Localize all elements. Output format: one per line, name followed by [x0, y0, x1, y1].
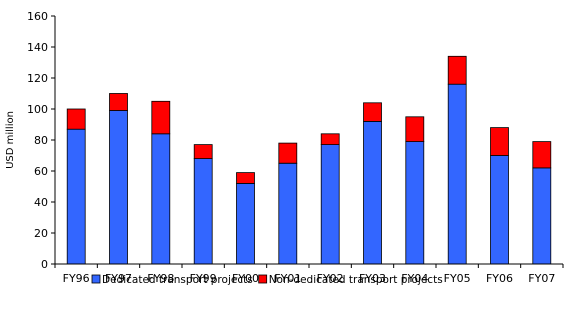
- y-tick-label: 60: [34, 165, 48, 178]
- x-tick-label: FY98: [147, 272, 174, 285]
- bar-FY97-series-2: [109, 93, 128, 111]
- y-tick-label: 160: [27, 10, 48, 23]
- y-axis: 0 20 40 60 80 100 120 140 160: [27, 10, 56, 271]
- x-tick-label: FY04: [401, 272, 428, 285]
- bar-FY98-series-2: [151, 100, 171, 135]
- bar-FY04-series-1: [405, 141, 425, 265]
- x-tick-label: FY96: [63, 272, 90, 285]
- x-axis: FY96 FY97 FY98 FY99 FY00 FY01 FY02 FY03 FY04 FY05…: [54, 263, 564, 285]
- bar-FY07-series-2: [532, 141, 552, 169]
- x-tick-label: FY99: [190, 272, 217, 285]
- x-tick-label: FY05: [444, 272, 471, 285]
- x-tick-label: FY01: [274, 272, 301, 285]
- y-axis-title: USD million: [5, 111, 16, 169]
- bar-FY06-series-1: [490, 155, 509, 265]
- bar-FY05-series-2: [447, 55, 467, 85]
- legend-label-series-1: Dedicated transport projects: [102, 274, 253, 286]
- bar-FY04-series-2: [405, 116, 425, 143]
- y-tick-label: 100: [27, 103, 48, 116]
- x-tick-label: FY06: [486, 272, 513, 285]
- legend-swatch-series-2: [258, 274, 268, 284]
- y-tick-label: 140: [27, 41, 48, 54]
- y-tick-label: 0: [41, 258, 48, 271]
- x-tick-label: FY02: [317, 272, 344, 285]
- bar-FY97-series-1: [109, 110, 128, 265]
- bar-FY99-series-1: [193, 158, 213, 265]
- bar-FY96-series-2: [66, 108, 86, 130]
- bar-FY06-series-2: [490, 127, 509, 156]
- bar-FY96-series-1: [66, 128, 86, 265]
- bar-FY98-series-1: [151, 133, 171, 265]
- x-tick-label: FY07: [528, 272, 555, 285]
- x-tick-label: FY03: [359, 272, 386, 285]
- bar-FY07-series-1: [532, 167, 552, 265]
- bar-FY02-series-1: [320, 144, 340, 265]
- bar-FY03-series-2: [363, 102, 382, 122]
- y-tick-label: 80: [34, 134, 48, 147]
- legend: Dedicated transport projects Non-dedicate…: [91, 274, 443, 286]
- y-tick-label: 40: [34, 196, 48, 209]
- bar-FY03-series-1: [363, 121, 382, 265]
- bar-FY02-series-2: [320, 133, 340, 146]
- legend-swatch-series-1: [91, 274, 101, 284]
- y-tick-label: 120: [27, 72, 48, 85]
- bar-FY05-series-1: [447, 83, 467, 265]
- x-tick-label: FY00: [232, 272, 259, 285]
- bar-FY00-series-2: [236, 172, 255, 184]
- bar-FY99-series-2: [193, 144, 213, 160]
- y-tick-label: 20: [34, 227, 48, 240]
- bar-FY01-series-2: [278, 142, 298, 164]
- bar-FY00-series-1: [236, 182, 255, 265]
- bar-FY01-series-1: [278, 162, 298, 265]
- x-tick-label: FY97: [105, 272, 132, 285]
- legend-label-series-2: Non-dedicated transport projects: [269, 274, 443, 286]
- bars-group: [66, 55, 552, 265]
